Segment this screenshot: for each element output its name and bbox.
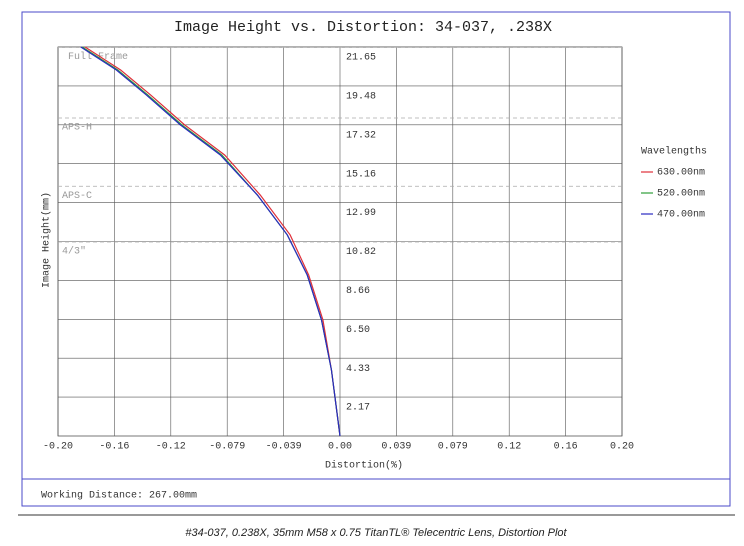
- x-axis-label: Distortion(%): [325, 460, 403, 472]
- frame: [21, 11, 731, 507]
- x-tick-label: -0.039: [266, 442, 302, 453]
- x-tick-label: -0.20: [43, 442, 73, 453]
- y-tick-label: 8.66: [346, 286, 370, 297]
- x-tick-label: -0.12: [156, 442, 186, 453]
- x-tick-label: -0.16: [99, 442, 129, 453]
- x-tick-label: 0.16: [554, 442, 578, 453]
- chart-title: Image Height vs. Distortion: 34-037, .23…: [174, 19, 552, 36]
- footnote: Working Distance: 267.00mm: [41, 490, 197, 502]
- y-tick-label: 19.48: [346, 92, 376, 103]
- y-tick-label: 10.82: [346, 247, 376, 258]
- y-tick-label: 2.17: [346, 403, 370, 414]
- line-series: [80, 46, 341, 437]
- legend-label: 470.00nm: [657, 210, 705, 221]
- x-tick-label: 0.00: [328, 442, 352, 453]
- legend-label: 630.00nm: [657, 168, 705, 179]
- legend-label: 520.00nm: [657, 189, 705, 200]
- sensor-label: APS-C: [62, 191, 92, 202]
- y-tick-label: 17.32: [346, 130, 376, 141]
- x-tick-label: 0.039: [381, 442, 411, 453]
- y-tick-label: 4.33: [346, 364, 370, 375]
- sensor-label: 4/3": [62, 246, 86, 258]
- y-tick-label: 6.50: [346, 325, 370, 336]
- legend-title: Wavelengths: [641, 146, 707, 158]
- caption: #34-037, 0.238X, 35mm M58 x 0.75 TitanTL…: [185, 527, 567, 539]
- x-tick-label: 0.079: [438, 442, 468, 453]
- y-tick-label: 15.16: [346, 169, 376, 180]
- x-tick-label: 0.12: [497, 442, 521, 453]
- y-tick-label: 12.99: [346, 208, 376, 219]
- y-tick-label: 21.65: [346, 53, 376, 64]
- sensor-label: APS-H: [62, 123, 92, 134]
- x-tick-label: -0.079: [209, 442, 245, 453]
- line-series: [84, 46, 341, 437]
- x-tick-label: 0.20: [610, 442, 634, 453]
- y-axis-label: Image Height(mm): [41, 192, 53, 288]
